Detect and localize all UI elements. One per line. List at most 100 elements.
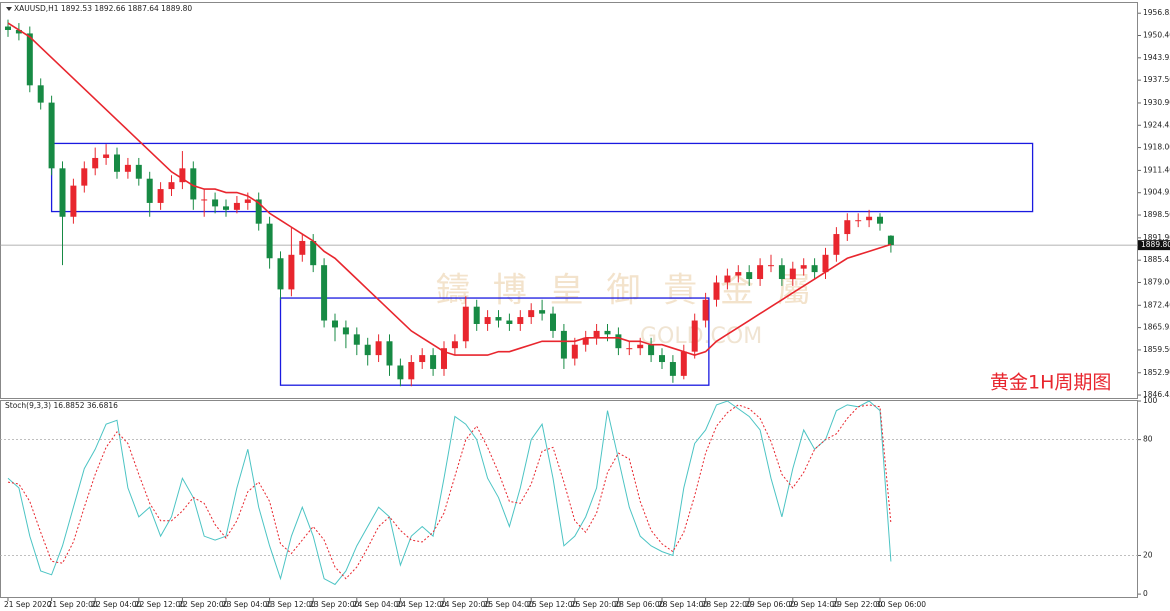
candle-body xyxy=(691,320,698,352)
chart-title: XAUUSD,H1 1892.53 1892.66 1887.64 1889.8… xyxy=(14,4,192,13)
y-tick-label: 80 xyxy=(1143,435,1153,444)
candle-body xyxy=(146,178,153,203)
y-tick-label: 1937.50 xyxy=(1143,75,1170,84)
x-tick-label: 23 Sep 12:00 xyxy=(266,600,316,609)
candle-body xyxy=(157,189,164,203)
candle-body xyxy=(364,344,371,356)
candle-body xyxy=(114,154,120,172)
candle-body xyxy=(321,265,328,321)
candle-body xyxy=(637,344,644,349)
x-tick-label: 25 Sep 04:00 xyxy=(484,600,534,609)
candle-body xyxy=(680,351,687,376)
candle-body xyxy=(528,310,535,318)
candle-body xyxy=(550,313,556,331)
candle-body xyxy=(430,355,437,369)
candle-body xyxy=(48,102,55,169)
y-tick-label: 1852.90 xyxy=(1143,368,1170,377)
candle-body xyxy=(571,344,578,359)
candle-body xyxy=(244,199,251,203)
candle-body xyxy=(103,154,110,158)
zone xyxy=(279,297,710,386)
y-tick-label: 100 xyxy=(1143,396,1158,405)
x-tick-label: 25 Sep 12:00 xyxy=(527,600,577,609)
candle-body xyxy=(332,320,338,328)
x-tick-label: 29 Sep 22:00 xyxy=(832,600,882,609)
stoch-line xyxy=(7,400,892,586)
candle-body xyxy=(353,334,360,345)
candle-body xyxy=(59,168,66,217)
candle-body xyxy=(15,29,22,34)
candle-body xyxy=(135,164,142,179)
candle-body xyxy=(702,299,709,321)
candle-body xyxy=(70,185,77,217)
main-panel xyxy=(0,2,1138,399)
x-tick-label: 30 Sep 06:00 xyxy=(876,600,926,609)
y-tick-label: 1865.95 xyxy=(1143,323,1170,332)
candle-body xyxy=(473,306,480,324)
candle-body xyxy=(713,282,720,300)
stoch-panel xyxy=(0,400,1138,598)
candle-body xyxy=(375,341,382,356)
candle-body xyxy=(37,85,44,103)
stoch-title: Stoch(9,3,3) 16.8852 36.6816 xyxy=(5,401,118,410)
x-tick-label: 29 Sep 06:00 xyxy=(745,600,795,609)
candle-body xyxy=(5,26,11,30)
y-tick-label: 20 xyxy=(1143,550,1153,559)
candle-body xyxy=(582,337,589,345)
y-tick-label: 1918.00 xyxy=(1143,143,1170,152)
candle-body xyxy=(484,317,491,324)
candle-body xyxy=(26,33,33,86)
candle-body xyxy=(495,317,502,321)
candle-body xyxy=(451,341,458,349)
last-price-label: 1889.80 xyxy=(1141,240,1170,249)
stoch-line xyxy=(7,404,892,580)
candle-body xyxy=(669,362,676,376)
x-tick-label: 25 Sep 20:00 xyxy=(571,600,621,609)
candle-body xyxy=(822,254,829,273)
candle-body xyxy=(506,320,513,324)
candle-body xyxy=(789,268,796,280)
y-tick-label: 1950.40 xyxy=(1143,31,1170,40)
candle-body xyxy=(757,265,764,280)
x-tick-label: 28 Sep 06:00 xyxy=(614,600,664,609)
y-tick-label: 1891.90 xyxy=(1143,233,1170,242)
y-tick-label: 1911.40 xyxy=(1143,165,1170,174)
y-tick-label: 1872.40 xyxy=(1143,300,1170,309)
y-tick-label: 1924.45 xyxy=(1143,120,1170,129)
candle-body xyxy=(811,265,818,273)
x-tick-label: 24 Sep 04:00 xyxy=(353,600,403,609)
candle-body xyxy=(277,258,284,290)
x-tick-label: 23 Sep 20:00 xyxy=(309,600,359,609)
candle-body xyxy=(310,240,317,266)
candle-body xyxy=(223,206,229,210)
candle-body xyxy=(593,330,600,338)
y-tick-label: 1898.50 xyxy=(1143,210,1170,219)
candle-body xyxy=(877,216,883,224)
candle-body xyxy=(746,272,753,280)
candle-body xyxy=(419,355,426,363)
x-tick-label: 24 Sep 12:00 xyxy=(396,600,446,609)
y-tick-label: 1956.85 xyxy=(1143,8,1170,17)
candle-body xyxy=(81,168,88,186)
candle-body xyxy=(462,306,469,342)
candle-body xyxy=(560,330,567,359)
candle-body xyxy=(92,157,99,169)
candle-body xyxy=(190,168,197,200)
y-tick-label: 1943.95 xyxy=(1143,53,1170,62)
candle-body xyxy=(299,240,306,255)
x-tick-label: 22 Sep 04:00 xyxy=(91,600,141,609)
x-tick-label: 28 Sep 14:00 xyxy=(658,600,708,609)
x-tick-label: 22 Sep 12:00 xyxy=(135,600,185,609)
candle-body xyxy=(604,330,611,335)
candle-body xyxy=(735,272,742,276)
candle-body xyxy=(124,164,131,172)
candle-body xyxy=(615,334,622,349)
candle-body xyxy=(800,265,807,269)
x-tick-label: 21 Sep 2020 xyxy=(4,600,52,609)
candle-body xyxy=(201,199,208,201)
y-tick-label: 1879.00 xyxy=(1143,277,1170,286)
candle-body xyxy=(768,265,774,267)
x-tick-label: 28 Sep 22:00 xyxy=(702,600,752,609)
candle-body xyxy=(517,317,524,324)
